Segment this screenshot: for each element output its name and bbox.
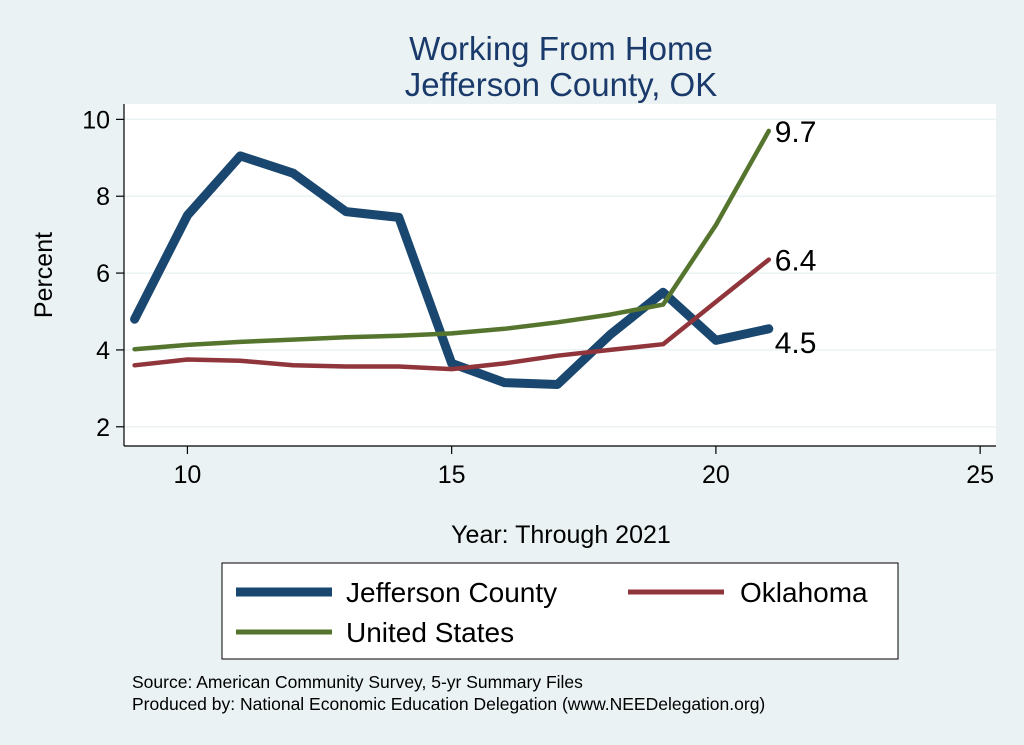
x-axis-label: Year: Through 2021 xyxy=(451,521,671,549)
x-tick-label-10: 10 xyxy=(174,461,202,489)
legend-label-jefferson-county: Jefferson County xyxy=(346,577,557,608)
series-lines xyxy=(130,128,774,389)
gridlines xyxy=(124,118,996,428)
series-line-united-states xyxy=(132,128,772,352)
source-note: Source: American Community Survey, 5-yr … xyxy=(132,672,583,692)
plot-area xyxy=(124,104,996,446)
x-tick-label-25: 25 xyxy=(966,461,994,489)
chart-title-line-2: Jefferson County, OK xyxy=(405,66,717,103)
end-label-oklahoma: 6.4 xyxy=(775,245,817,278)
y-tick-label-4: 4 xyxy=(96,337,110,365)
legend-box xyxy=(221,562,899,660)
y-tick-label-2: 2 xyxy=(96,414,110,442)
chart-title-line-1: Working From Home xyxy=(409,30,713,67)
y-tick-label-10: 10 xyxy=(82,106,110,134)
y-tick-label-8: 8 xyxy=(96,183,110,211)
legend-label-united-states: United States xyxy=(346,617,514,648)
producer-note: Produced by: National Economic Education… xyxy=(132,694,765,714)
end-label-united-states: 9.7 xyxy=(775,116,817,149)
legend-label-oklahoma: Oklahoma xyxy=(740,577,868,608)
end-labels: 4.5 6.4 9.7 xyxy=(775,116,817,360)
y-axis-label: Percent xyxy=(30,232,58,318)
legend: Jefferson County Oklahoma United States xyxy=(221,562,899,660)
series-line-oklahoma xyxy=(132,257,772,372)
axes xyxy=(123,104,996,447)
series-line-jefferson-county xyxy=(130,151,774,389)
y-ticks: 2 4 6 8 10 xyxy=(82,106,124,442)
y-tick-label-6: 6 xyxy=(96,260,110,288)
x-tick-label-20: 20 xyxy=(702,461,730,489)
x-tick-label-15: 15 xyxy=(438,461,466,489)
x-ticks: 10 15 20 25 xyxy=(174,446,994,489)
end-label-jefferson-county: 4.5 xyxy=(775,327,817,360)
